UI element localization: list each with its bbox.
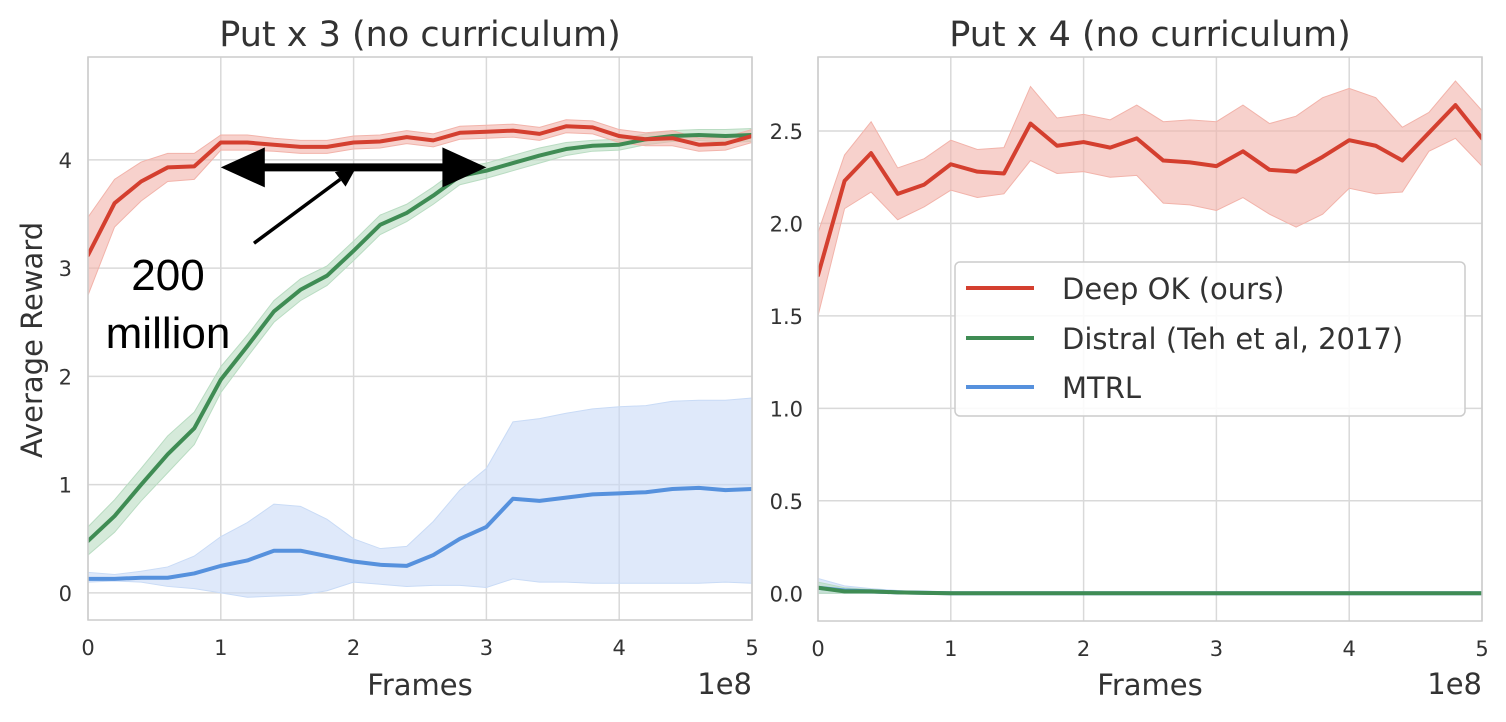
series-line [818, 585, 1482, 596]
tick-labels-left: 0 1 2 3 4 5 0 1 2 3 4 [59, 149, 759, 660]
x-tick-label: 0 [811, 637, 824, 661]
y-tick-label: 4 [59, 149, 72, 173]
x-offset-label-left: 1e8 [697, 667, 752, 701]
x-offset-label-right: 1e8 [1427, 667, 1482, 701]
confidence-band [88, 127, 752, 556]
pointer-arrow-shaft [252, 177, 342, 245]
tick-labels-right: 0 1 2 3 4 5 0.0 0.5 1.0 1.5 2.0 2.5 [770, 120, 1489, 661]
pointer-arrow-head [334, 167, 357, 187]
series-lines-right [818, 103, 1482, 596]
legend-box [954, 261, 1466, 417]
series-line [88, 124, 752, 258]
y-tick-label: 0.0 [770, 582, 803, 606]
y-tick-label: 1.5 [770, 305, 803, 329]
x-tick-label: 3 [1210, 637, 1223, 661]
axes-border [817, 56, 1483, 622]
x-tick-label: 4 [1343, 637, 1356, 661]
annotation-text-line-2: million [106, 309, 231, 358]
annotation-text-line-1: 200 [131, 251, 204, 300]
y-tick-label: 2 [59, 365, 72, 389]
x-axis-label-left: Frames [367, 668, 472, 702]
y-tick-label: 1 [59, 474, 72, 498]
x-tick-label: 2 [347, 636, 360, 660]
x-tick-label: 1 [214, 636, 227, 660]
series-lines-left [88, 124, 752, 581]
y-tick-label: 3 [59, 257, 72, 281]
legend-label-deep-ok: Deep OK (ours) [1062, 272, 1284, 306]
x-tick-label: 0 [81, 636, 94, 660]
chart-title-right: Put x 4 (no curriculum) [949, 15, 1351, 55]
axes-frame-left [87, 56, 753, 621]
double-arrow-head-right [442, 147, 487, 188]
double-arrow-head-left [220, 147, 265, 188]
chart-title-left: Put x 3 (no curriculum) [219, 15, 621, 55]
y-tick-label: 0 [59, 582, 72, 606]
confidence-band [88, 397, 752, 598]
legend-label-distral: Distral (Teh et al, 2017) [1062, 322, 1403, 356]
x-tick-label: 3 [480, 636, 493, 660]
series-line [818, 103, 1482, 278]
confidence-band [818, 80, 1482, 317]
x-tick-label: 2 [1077, 637, 1090, 661]
x-tick-label: 5 [1475, 637, 1488, 661]
x-axis-label-right: Frames [1097, 668, 1202, 702]
series-line [88, 485, 752, 581]
legend-label-mtrl: MTRL [1062, 371, 1141, 405]
y-tick-label: 2.5 [770, 120, 803, 144]
y-tick-label: 0.5 [770, 490, 803, 514]
x-tick-label: 4 [613, 636, 626, 660]
legend: Deep OK (ours) Distral (Teh et al, 2017)… [954, 261, 1466, 417]
x-tick-label: 1 [944, 637, 957, 661]
y-tick-label: 1.0 [770, 397, 803, 421]
axes-border [87, 56, 753, 621]
annotation-200-million: 200 million [106, 147, 487, 358]
axes-frame-right [817, 56, 1483, 622]
x-tick-label: 5 [745, 636, 758, 660]
y-tick-label: 2.0 [770, 212, 803, 236]
y-axis-label-left: Average Reward [15, 222, 49, 458]
confidence-bands-left [88, 119, 752, 598]
